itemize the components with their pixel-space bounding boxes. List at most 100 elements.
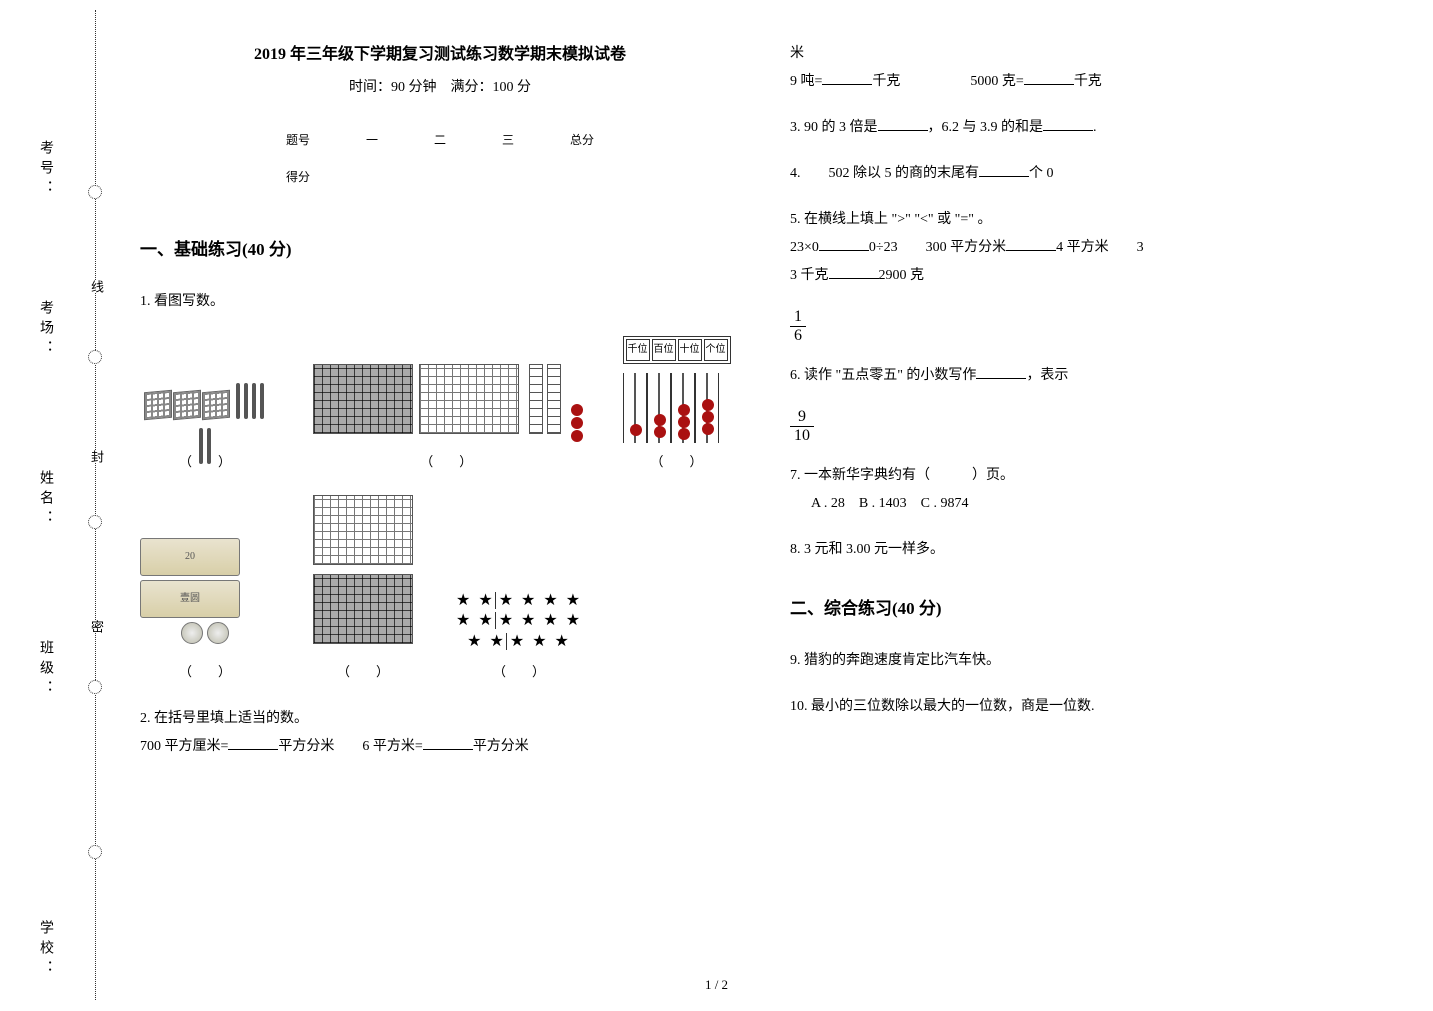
binding-label-name: 姓名： [35,470,55,530]
q1-paren-6: （ ） [456,659,582,685]
perforation-circle [88,845,102,859]
q5-1a: 23×0 [790,240,819,255]
exam-subtitle: 时间：90 分钟 满分：100 分 [140,76,740,96]
q5-label: 5. 在横线上填上 ">" "<" 或 "=" 。 [790,206,1390,234]
blank [1043,117,1093,131]
star-grid: ★ ★★ ★ ★ ★ ★ ★★ ★ ★ ★ ★ ★★ ★ ★ [456,591,582,653]
q2-l1-a: 700 平方厘米= [140,739,228,754]
perforation-circle [88,350,102,364]
q2-l1-c: 6 平方米= [362,739,422,754]
q1-fig-cubes: （ ） [140,383,270,475]
q2-line1: 700 平方厘米= 平方分米 6 平方米= 平方分米 [140,733,740,761]
q8: 8. 3 元和 3.00 元一样多。 [790,536,1390,564]
left-column: 2019 年三年级下学期复习测试练习数学期末模拟试卷 时间：90 分钟 满分：1… [140,40,740,779]
q5-1b: 0÷23 [869,240,898,255]
binding-label-school: 学校： [35,920,55,980]
right-column: 米 9 吨=千克 5000 克=千克 3. 90 的 3 倍是，6.2 与 3.… [790,40,1390,779]
q1-figure-row-bottom: 20 壹圆 （ ） （ ） ★ ★★ ★ ★ ★ ★ ★★ ★ ★ ★ [140,495,740,685]
q5-3a: 3 千克 [790,268,829,283]
abacus-h-bai: 百位 [652,339,676,361]
section1-head: 一、基础练习(40 分) [140,235,740,260]
abacus-h-qian: 千位 [626,339,650,361]
q7: 7. 一本新华字典约有（ ）页。 A . 28 B . 1403 C . 987… [790,462,1390,518]
q5: 5. 在横线上填上 ">" "<" 或 "=" 。 23×0 0÷23 300 平… [790,206,1390,290]
q7-opts: A . 28 B . 1403 C . 9874 [790,490,1390,518]
score-header-row: 题号 一 二 三 总分 [258,121,622,158]
exam-title: 2019 年三年级下学期复习测试练习数学期末模拟试卷 [140,40,740,64]
q1-paren-4: （ ） [140,659,270,685]
bill-1: 壹圆 [140,580,240,618]
q9: 9. 猎豹的奔跑速度肯定比汽车快。 [790,647,1390,675]
q3-a: 3. 90 的 3 倍是 [790,120,878,135]
q6-b: ，表示 [1026,368,1068,383]
seal-char-xian: 线 [87,280,106,293]
perforation-circle [88,515,102,529]
section2-head: 二、综合练习(40 分) [790,594,1390,619]
q3-c: . [1093,120,1097,135]
q1-fig-stars: ★ ★★ ★ ★ ★ ★ ★★ ★ ★ ★ ★ ★★ ★ ★ （ ） [456,591,582,685]
q6-a: 6. 读作 "五点零五" 的小数写作 [790,368,976,383]
q6: 6. 读作 "五点零五" 的小数写作 ，表示 [790,362,1390,390]
page-number: 1 / 2 [705,977,728,993]
score-h4: 总分 [542,121,622,158]
q1-fig-money: 20 壹圆 （ ） [140,534,270,685]
score-h0: 题号 [258,121,338,158]
q1-paren-5: （ ） [310,659,416,685]
score-row-label: 得分 [258,158,338,195]
q2-l2-d: 千克 [1074,74,1102,89]
q4: 4. 502 除以 5 的商的末尾有个 0 [790,160,1390,188]
q2-l2-c: 5000 克= [970,74,1023,89]
frac1-num: 1 [790,308,806,327]
binding-label-class: 班级： [35,640,55,700]
q3: 3. 90 的 3 倍是，6.2 与 3.9 的和是. [790,114,1390,142]
abacus-header: 千位 百位 十位 个位 [623,336,731,364]
q1-fig-grids: （ ） [310,364,583,475]
q2-line2: 9 吨= 千克 5000 克= 千克 [790,68,1390,96]
q2-label: 2. 在括号里填上适当的数。 [140,705,740,733]
bill-20: 20 [140,538,240,576]
seal-char-feng: 封 [87,450,106,463]
q1-paren-3: （ ） [623,449,731,475]
q5-3b: 2900 克 [879,268,925,283]
binding-edge: 考号： 考场： 姓名： 班级： 学校： 线 封 密 [0,0,110,1011]
q2-l2-b: 千克 [872,74,900,89]
fraction-1-6: 1 6 [790,308,806,344]
q5-tail3: 3 [1137,240,1144,255]
blank [819,237,869,251]
perforation-circle [88,680,102,694]
blank [979,163,1029,177]
q2-l1-b: 平方分米 [278,739,334,754]
q2-l1-d: 平方分米 [473,739,529,754]
q5-row2: 3 千克 2900 克 [790,262,1390,290]
q1-label: 1. 看图写数。 [140,288,740,316]
frac-9-10: 9 10 [790,408,1390,444]
q1-paren-2: （ ） [310,449,583,475]
blank [829,265,879,279]
score-h2: 二 [406,121,474,158]
q1-figure-row-top: （ ） （ ） 千位 [140,336,740,475]
binding-label-examnum: 考号： [35,140,55,200]
q7-label: 7. 一本新华字典约有（ ）页。 [790,462,1390,490]
q5-row: 23×0 0÷23 300 平方分米 4 平方米 3 [790,234,1390,262]
seal-char-mi: 密 [87,620,106,633]
blank [878,117,928,131]
score-table: 题号 一 二 三 总分 得分 [258,121,622,195]
q4-a: 4. 502 除以 5 的商的末尾有 [790,166,979,181]
q5-2b: 4 平方米 [1056,240,1109,255]
frac2-den: 10 [790,427,814,445]
frac2-num: 9 [790,408,814,427]
q1-fig-abacus: 千位 百位 十位 个位 （ ） [623,336,731,475]
blank [976,365,1026,379]
binding-label-room: 考场： [35,300,55,360]
blank [228,736,278,750]
fraction-9-10: 9 10 [790,408,814,444]
q2: 2. 在括号里填上适当的数。 700 平方厘米= 平方分米 6 平方米= 平方分米 [140,705,740,761]
blank [423,736,473,750]
blank [1006,237,1056,251]
q2-l2-a: 9 吨= [790,74,822,89]
blank [1024,71,1074,85]
score-h3: 三 [474,121,542,158]
q1: 1. 看图写数。 （ ） [140,288,740,685]
q5-2a: 300 平方分米 [926,240,1007,255]
score-value-row: 得分 [258,158,622,195]
